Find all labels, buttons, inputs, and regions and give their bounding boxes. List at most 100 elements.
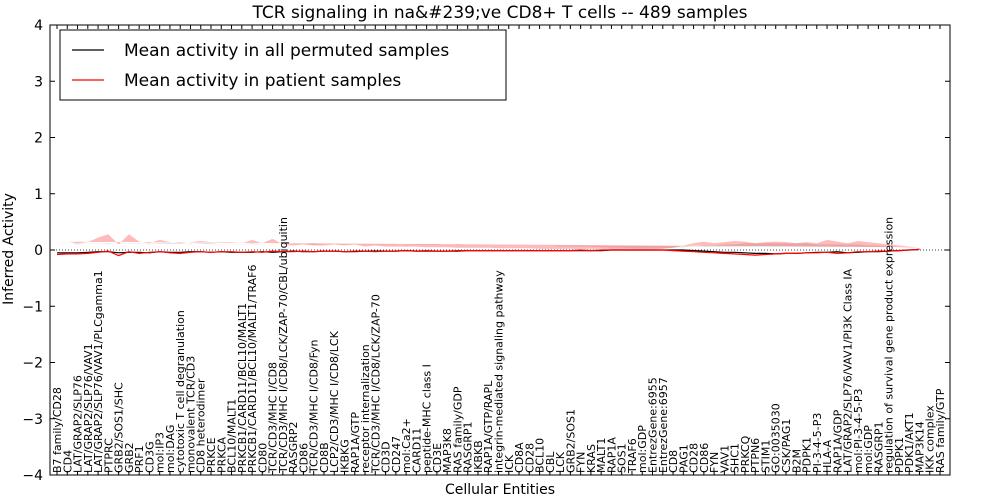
x-tick-label: LCK — [554, 451, 567, 473]
x-tick-label: PDPK1 — [801, 437, 814, 473]
x-tick-label: peptide-MHC class I — [421, 364, 434, 473]
line-series-1 — [56, 248, 920, 257]
x-tick-label: CD8A — [513, 442, 526, 473]
x-tick-label: mol:DAG — [164, 425, 177, 473]
x-tick-label: PTPRC — [102, 438, 115, 473]
x-tick-label: CD247 — [390, 436, 403, 473]
legend-label-patient: Mean activity in patient samples — [124, 71, 401, 91]
x-tick-label: PTPN6 — [749, 438, 762, 473]
x-tick-label: MALT1 — [595, 438, 608, 473]
x-tick-label: integrin-mediated signaling pathway — [493, 270, 506, 473]
y-tick-label: 4 — [34, 18, 43, 34]
x-tick-label: PRKCB1/CARD11/BCL10/MALT1 — [236, 303, 249, 473]
x-tick-label: EntrezGene:6955 — [647, 377, 660, 473]
x-tick-label: RASGRP1 — [872, 421, 885, 473]
y-tick-label: −1 — [22, 299, 43, 315]
x-tick-label: CD3D — [380, 441, 393, 473]
x-tick-label: BCL10/MALT1 — [226, 399, 239, 473]
x-tick-label: TRAF6 — [626, 438, 639, 474]
x-tick-label: MAP3K14 — [914, 421, 927, 473]
x-tick-label: CD3G — [143, 441, 156, 473]
x-tick-label: GRB2/SOS1/SHC — [113, 382, 126, 473]
x-tick-label: LAT/GRAP2/SLP76/VAV1/PI3K Class IA — [842, 268, 855, 473]
x-tick-label: LAT/GRAP2/SLP76/VAV1/PLCgamma1 — [92, 270, 105, 473]
x-tick-label: CD8 heterodimer — [195, 378, 208, 473]
series-lines — [50, 248, 950, 257]
x-tick-label: KRAS — [585, 444, 598, 473]
x-tick-label: B2M — [790, 449, 803, 473]
confidence-bands — [57, 234, 920, 250]
x-tick-label: GO:0035030 — [770, 403, 783, 473]
x-tick-label: SOS1 — [616, 443, 629, 473]
y-tick-label: −4 — [22, 468, 43, 484]
x-tick-label: monovalent TCR/CD3 — [185, 356, 198, 473]
x-tick-label: TCR/CD3/MHC I/CD8/LCK/ZAP-70/CBL/ubiquit… — [277, 217, 290, 474]
x-tick-label: PI-3-4-5-P3 — [811, 413, 824, 473]
y-tick-label: −3 — [22, 412, 43, 428]
x-tick-label: mol:GDP — [862, 425, 875, 473]
x-tick-label: CD8B — [318, 442, 331, 473]
x-tick-label: IKBKB — [472, 440, 485, 473]
x-tick-label: RAP1A — [605, 437, 618, 473]
x-tick-label: TCR/CD3/MHC I/CD8 — [267, 362, 280, 474]
plot-frame — [49, 24, 951, 476]
x-tick-label: BCL10 — [534, 438, 547, 473]
x-tick-label: CD3E — [431, 443, 444, 473]
legend-box — [59, 29, 507, 101]
y-tick-label: 0 — [34, 243, 43, 259]
x-tick-label: mol:PI-3-4-5-P3 — [852, 388, 865, 473]
x-tick-label: LCP2/CD3/MHC I/CD8/LCK — [328, 330, 341, 473]
x-tick-label: MAP3K8 — [441, 428, 454, 473]
x-tick-label: receptor internalization — [359, 344, 372, 473]
x-tick-label: PRF1 — [133, 445, 146, 473]
x-tick-label: RASGRP2 — [287, 422, 300, 474]
x-tick-label: CBL — [544, 451, 557, 473]
x-tick-label: mol:IP3 — [154, 432, 167, 473]
y-tick-label: 2 — [34, 131, 43, 147]
x-tick-label: CD28 — [688, 443, 701, 473]
x-tick-label: cytotoxic T cell degranulation — [174, 310, 187, 473]
y-tick-label: 3 — [34, 74, 43, 90]
x-tick-label: IKK complex — [924, 405, 937, 473]
chart-title: TCR signaling in na&#239;ve CD8+ T cells… — [251, 3, 747, 23]
x-tick-label: CSK/PAG1 — [780, 419, 793, 473]
x-tick-label: B7 family/CD28 — [51, 387, 64, 473]
x-tick-label: RAS family/GTP — [934, 388, 947, 473]
legend: Mean activity in all permuted samples Me… — [59, 29, 507, 101]
x-tick-label: PDPK1 — [893, 437, 906, 473]
x-axis-tick-labels: B7 family/CD28CD4LAT/GRAP2/SLP76LAT/GRAP… — [51, 217, 947, 474]
x-tick-label: CD86 — [297, 443, 310, 473]
x-tick-label: PRKCE — [205, 437, 218, 473]
y-axis-ticks: −4 −3 −2 −1 0 1 2 3 4 — [22, 18, 950, 484]
x-tick-label: RASGRP1 — [462, 421, 475, 473]
x-tick-label: CD86 — [698, 443, 711, 473]
x-axis-label: Cellular Entities — [445, 482, 555, 498]
x-tick-label: CD8 — [667, 450, 680, 473]
x-tick-label: GRB2/SOS1 — [564, 409, 577, 473]
band-series-0 — [57, 243, 920, 249]
x-tick-label: PRKCB1/CARD11/BCL10/MALT1/TRAF6 — [246, 264, 259, 473]
x-tick-label: IKBKG — [339, 439, 352, 473]
x-tick-label: regulation of survival gene product expr… — [883, 217, 896, 473]
x-tick-label: LAT/GRAP2/SLP76 — [72, 375, 85, 473]
x-tick-label: mol:GDP — [636, 425, 649, 473]
y-tick-label: −2 — [22, 356, 43, 372]
x-tick-label: CARD11 — [410, 428, 423, 473]
legend-label-permuted: Mean activity in all permuted samples — [124, 41, 449, 61]
x-tick-label: GRB2 — [123, 442, 136, 473]
x-tick-label: RAS family/GDP — [451, 386, 464, 473]
x-tick-label: FYN — [575, 452, 588, 473]
x-tick-label: LAT/GRAP2/SLP76/VAV1 — [82, 343, 95, 473]
x-tick-label: VAV1 — [718, 445, 731, 473]
x-tick-label: PAG1 — [677, 444, 690, 473]
x-tick-label: EntrezGene:6957 — [657, 377, 670, 473]
x-tick-label: FYN — [708, 452, 721, 473]
band-series-1 — [57, 234, 920, 250]
y-tick-label: 1 — [34, 187, 43, 203]
x-tick-label: CD28 — [523, 443, 536, 473]
x-tick-label: RAP1A/GTP/RAPL — [482, 380, 495, 473]
x-tick-label: STIM1 — [760, 440, 773, 473]
x-tick-label: PRKCA — [215, 436, 228, 473]
x-axis-ticks — [56, 25, 941, 475]
